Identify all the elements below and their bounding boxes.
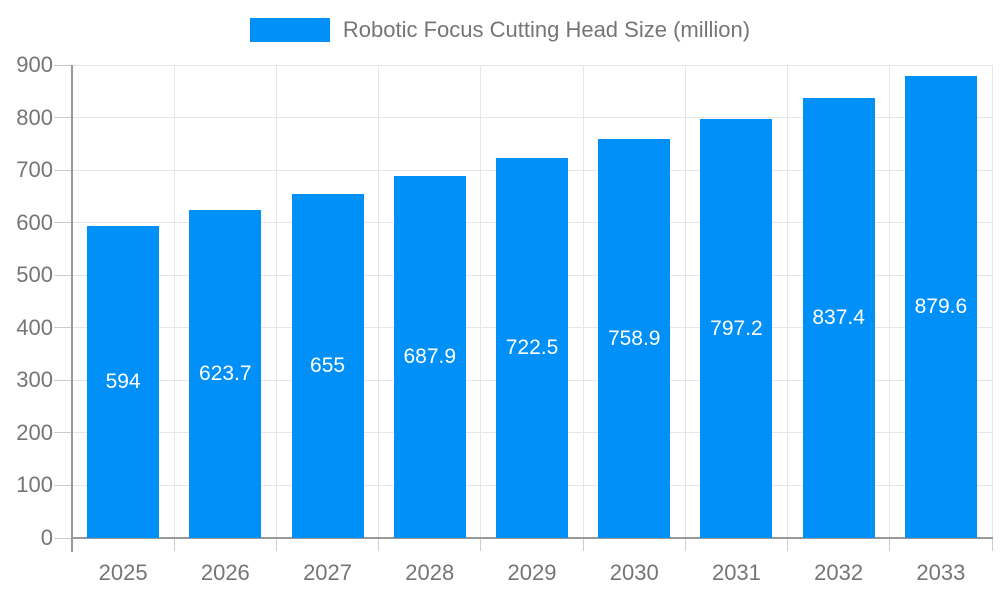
x-axis-tick [787,538,789,551]
bar-value-label: 687.9 [403,345,457,369]
y-axis-label: 500 [16,262,53,288]
y-axis-label: 300 [16,367,53,393]
x-axis-label: 2028 [405,560,455,585]
x-axis-label: 2033 [916,560,966,585]
x-axis-tick [275,538,277,551]
y-axis-tick [54,274,72,276]
x-gridline [173,65,175,538]
x-gridline [582,65,584,538]
x-axis-tick [582,538,584,551]
y-axis-tick [54,537,72,539]
x-gridline [991,65,993,538]
bar-value-label: 837.4 [812,305,865,329]
bar-2033[interactable]: 879.6 [904,75,977,538]
legend-label: Robotic Focus Cutting Head Size (million… [342,17,751,42]
x-axis-label: 2031 [711,560,761,585]
x-axis-label: 2029 [507,560,557,585]
x-axis-tick [378,538,380,551]
y-gridline [72,64,992,66]
bar-2028[interactable]: 687.9 [393,176,466,538]
y-axis-label: 700 [16,157,53,183]
x-gridline [480,65,482,538]
y-axis-label: 600 [16,209,53,235]
bar-2025[interactable]: 594 [87,225,160,538]
bar-value-label: 797.2 [710,316,763,340]
x-axis-label: 2027 [303,560,353,585]
y-axis-tick [54,64,72,66]
x-axis-tick [173,538,175,551]
bar-2031[interactable]: 797.2 [700,119,773,538]
x-axis-line [71,537,993,539]
x-axis-tick [991,538,993,551]
x-axis-tick [684,538,686,551]
bar-value-label: 623.7 [199,362,252,386]
y-axis-label: 900 [16,52,53,77]
y-axis-tick [54,222,72,224]
bar-2027[interactable]: 655 [291,193,364,538]
x-gridline [684,65,686,538]
y-axis-tick [54,117,72,119]
x-gridline [787,65,789,538]
y-axis-label: 800 [16,104,53,130]
bar-2030[interactable]: 758.9 [598,139,671,538]
x-axis-label: 2026 [200,560,250,585]
bar-value-label: 655 [310,353,346,377]
bar-2026[interactable]: 623.7 [189,210,262,538]
x-gridline [378,65,380,538]
x-gridline [275,65,277,538]
legend[interactable]: Robotic Focus Cutting Head Size (million… [0,17,1000,43]
x-axis-label: 2025 [98,560,148,585]
x-axis-tick [889,538,891,551]
x-axis-tick [480,538,482,551]
y-axis-label: 200 [16,419,53,445]
y-axis-tick [54,169,72,171]
x-axis-label: 2030 [609,560,659,585]
y-axis-label: 0 [40,525,53,550]
bar-value-label: 594 [105,369,141,393]
y-axis-tick [54,327,72,329]
y-gridline [72,117,992,119]
y-axis-label: 400 [16,314,53,340]
y-axis-tick [54,379,72,381]
legend-swatch [249,18,330,42]
bar-value-label: 758.9 [607,326,661,350]
y-axis-line [71,65,73,552]
bar-value-label: 722.5 [505,336,559,360]
y-axis-label: 100 [16,472,53,498]
y-axis-tick [54,484,72,486]
y-axis-tick [54,432,72,434]
x-axis-label: 2032 [814,560,864,585]
bar-2032[interactable]: 837.4 [802,97,875,538]
bar-value-label: 879.6 [914,294,968,318]
x-gridline [889,65,891,538]
bar-2029[interactable]: 722.5 [496,158,568,538]
